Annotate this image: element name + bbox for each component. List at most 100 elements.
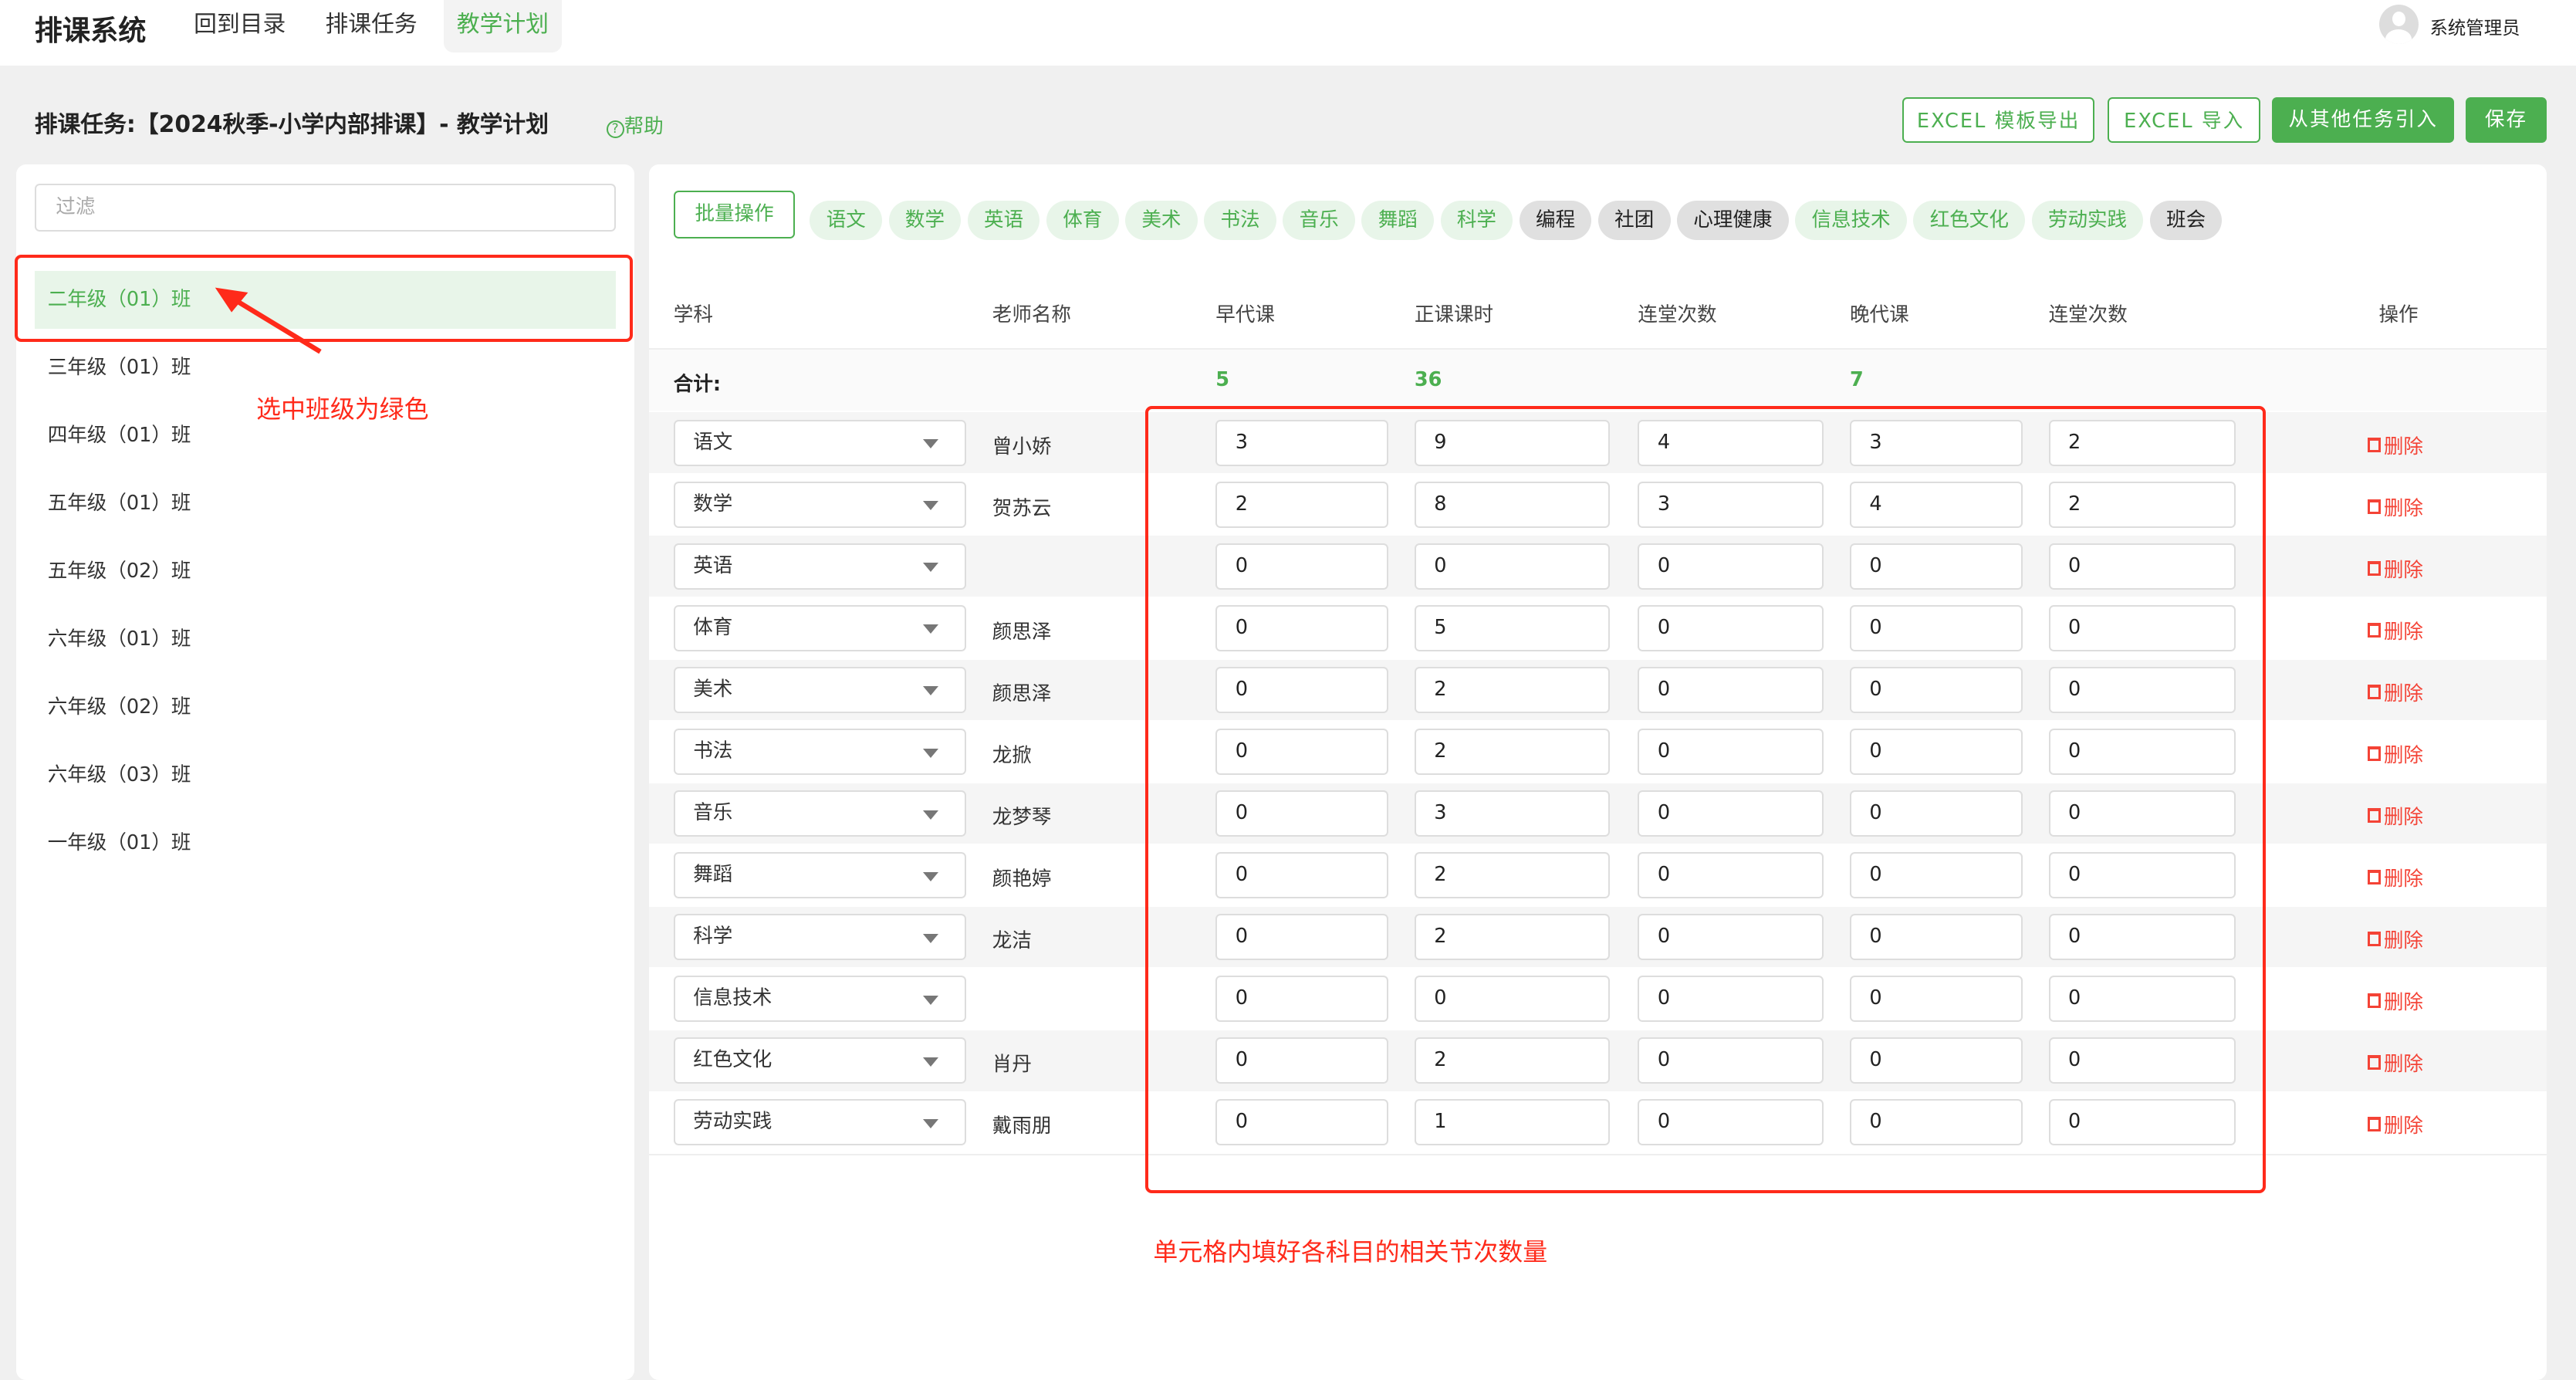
late-substitute-input[interactable]: 0	[1850, 605, 2023, 651]
late-substitute-input[interactable]: 0	[1850, 852, 2023, 898]
subject-chip[interactable]: 科学	[1440, 200, 1513, 240]
late-substitute-input[interactable]: 0	[1850, 729, 2023, 775]
class-item[interactable]: 五年级（01）班	[47, 492, 191, 515]
early-substitute-input[interactable]: 0	[1215, 605, 1388, 651]
early-substitute-input[interactable]: 0	[1215, 914, 1388, 960]
late-consecutive-count-input[interactable]: 2	[2048, 419, 2236, 466]
delete-button[interactable]: 删除	[2367, 863, 2423, 891]
main-hours-input[interactable]: 2	[1414, 667, 1611, 713]
delete-button[interactable]: 删除	[2367, 554, 2423, 583]
delete-button[interactable]: 删除	[2367, 431, 2423, 459]
main-hours-input[interactable]: 0	[1414, 976, 1611, 1022]
class-item[interactable]: 六年级（02）班	[47, 695, 191, 719]
consecutive-count-input[interactable]: 0	[1638, 976, 1824, 1022]
main-hours-input[interactable]: 0	[1414, 543, 1611, 590]
subject-select[interactable]: 红色文化	[673, 1037, 966, 1084]
subject-chip[interactable]: 心理健康	[1677, 200, 1789, 240]
late-consecutive-count-input[interactable]: 2	[2048, 481, 2236, 528]
delete-button[interactable]: 删除	[2367, 739, 2423, 768]
batch-operation-button[interactable]: 批量操作	[673, 190, 796, 238]
delete-button[interactable]: 删除	[2367, 1048, 2423, 1077]
delete-button[interactable]: 删除	[2367, 925, 2423, 953]
subject-select[interactable]: 数学	[673, 481, 966, 528]
subject-select[interactable]: 美术	[673, 667, 966, 713]
early-substitute-input[interactable]: 0	[1215, 852, 1388, 898]
late-substitute-input[interactable]: 0	[1850, 1099, 2023, 1145]
delete-button[interactable]: 删除	[2367, 616, 2423, 644]
class-item[interactable]: 一年级（01）班	[47, 830, 191, 854]
late-substitute-input[interactable]: 0	[1850, 914, 2023, 960]
help-link[interactable]: ? 帮助	[606, 110, 664, 139]
late-consecutive-count-input[interactable]: 0	[2048, 914, 2236, 960]
delete-button[interactable]: 删除	[2367, 801, 2423, 830]
subject-chip[interactable]: 英语	[967, 200, 1040, 240]
main-hours-input[interactable]: 9	[1414, 419, 1611, 466]
nav-teaching-plan[interactable]: 教学计划	[443, 0, 562, 53]
subject-select[interactable]: 科学	[673, 914, 966, 960]
late-consecutive-count-input[interactable]: 0	[2048, 667, 2236, 713]
early-substitute-input[interactable]: 0	[1215, 729, 1388, 775]
early-substitute-input[interactable]: 0	[1215, 976, 1388, 1022]
late-consecutive-count-input[interactable]: 0	[2048, 1099, 2236, 1145]
late-substitute-input[interactable]: 0	[1850, 790, 2023, 837]
filter-input[interactable]: 过滤	[34, 184, 617, 232]
late-consecutive-count-input[interactable]: 0	[2048, 543, 2236, 590]
early-substitute-input[interactable]: 0	[1215, 667, 1388, 713]
consecutive-count-input[interactable]: 0	[1638, 852, 1824, 898]
subject-chip[interactable]: 信息技术	[1795, 200, 1907, 240]
subject-chip[interactable]: 美术	[1125, 200, 1198, 240]
late-consecutive-count-input[interactable]: 0	[2048, 790, 2236, 837]
nav-tasks[interactable]: 排课任务	[325, 11, 418, 38]
consecutive-count-input[interactable]: 3	[1638, 481, 1824, 528]
consecutive-count-input[interactable]: 0	[1638, 543, 1824, 590]
class-item[interactable]: 六年级（03）班	[47, 763, 191, 786]
early-substitute-input[interactable]: 2	[1215, 481, 1388, 528]
late-consecutive-count-input[interactable]: 0	[2048, 729, 2236, 775]
avatar[interactable]	[2378, 5, 2419, 45]
class-item[interactable]: 三年级（01）班	[47, 356, 191, 380]
subject-chip[interactable]: 舞蹈	[1361, 200, 1435, 240]
late-substitute-input[interactable]: 0	[1850, 1037, 2023, 1084]
late-substitute-input[interactable]: 3	[1850, 419, 2023, 466]
late-consecutive-count-input[interactable]: 0	[2048, 976, 2236, 1022]
late-consecutive-count-input[interactable]: 0	[2048, 605, 2236, 651]
main-hours-input[interactable]: 2	[1414, 729, 1611, 775]
early-substitute-input[interactable]: 0	[1215, 790, 1388, 837]
excel-import-button[interactable]: EXCEL 导入	[2108, 96, 2261, 144]
subject-chip[interactable]: 劳动实践	[2031, 200, 2144, 240]
excel-export-button[interactable]: EXCEL 模板导出	[1902, 96, 2095, 144]
subject-chip[interactable]: 数学	[888, 200, 962, 240]
main-hours-input[interactable]: 3	[1414, 790, 1611, 837]
main-hours-input[interactable]: 2	[1414, 852, 1611, 898]
subject-select[interactable]: 体育	[673, 605, 966, 651]
main-hours-input[interactable]: 8	[1414, 481, 1611, 528]
early-substitute-input[interactable]: 3	[1215, 419, 1388, 466]
late-substitute-input[interactable]: 0	[1850, 976, 2023, 1022]
subject-chip[interactable]: 音乐	[1283, 200, 1355, 240]
class-item[interactable]: 五年级（02）班	[47, 559, 191, 583]
main-hours-input[interactable]: 5	[1414, 605, 1611, 651]
subject-chip[interactable]: 编程	[1519, 200, 1592, 240]
subject-chip[interactable]: 社团	[1597, 200, 1671, 240]
consecutive-count-input[interactable]: 0	[1638, 605, 1824, 651]
main-hours-input[interactable]: 2	[1414, 914, 1611, 960]
subject-select[interactable]: 舞蹈	[673, 852, 966, 898]
subject-chip[interactable]: 体育	[1046, 200, 1119, 240]
delete-button[interactable]: 删除	[2367, 986, 2423, 1015]
main-hours-input[interactable]: 2	[1414, 1037, 1611, 1084]
consecutive-count-input[interactable]: 0	[1638, 790, 1824, 837]
subject-select[interactable]: 语文	[673, 419, 966, 466]
subject-select[interactable]: 音乐	[673, 790, 966, 837]
nav-back-to-catalog[interactable]: 回到目录	[194, 11, 286, 38]
consecutive-count-input[interactable]: 0	[1638, 729, 1824, 775]
subject-chip[interactable]: 语文	[810, 200, 883, 240]
consecutive-count-input[interactable]: 4	[1638, 419, 1824, 466]
early-substitute-input[interactable]: 0	[1215, 1099, 1388, 1145]
delete-button[interactable]: 删除	[2367, 678, 2423, 706]
user-name[interactable]: 系统管理员	[2429, 17, 2520, 39]
delete-button[interactable]: 删除	[2367, 1110, 2423, 1138]
class-item[interactable]: 六年级（01）班	[47, 627, 191, 651]
late-consecutive-count-input[interactable]: 0	[2048, 852, 2236, 898]
consecutive-count-input[interactable]: 0	[1638, 1037, 1824, 1084]
subject-select[interactable]: 信息技术	[673, 976, 966, 1022]
